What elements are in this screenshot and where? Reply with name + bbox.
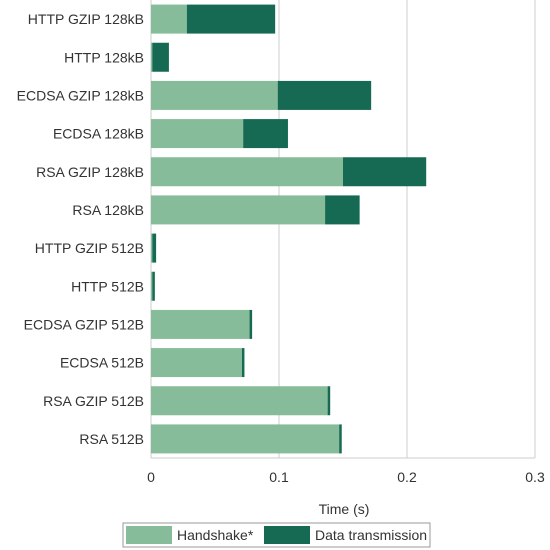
category-label: HTTP 128kB bbox=[64, 49, 144, 65]
legend-label: Data transmission bbox=[315, 527, 427, 543]
bar-handshake bbox=[151, 348, 242, 378]
bar-handshake bbox=[151, 386, 328, 416]
bar-handshake bbox=[151, 157, 343, 187]
bar-handshake bbox=[151, 119, 244, 149]
category-labels: HTTP GZIP 128kB HTTP 128kB ECDSA GZIP 128k… bbox=[17, 11, 144, 447]
x-tick-labels: 0 0.1 0.2 0.3 bbox=[147, 469, 545, 485]
bar-data-transmission bbox=[243, 119, 288, 149]
grid-lines bbox=[150, 0, 536, 459]
legend-swatch-handshake bbox=[126, 526, 172, 544]
bar-data-transmission bbox=[186, 4, 276, 34]
bar-handshake bbox=[151, 42, 153, 72]
category-label: ECDSA 128kB bbox=[53, 126, 144, 142]
x-tick-label: 0.1 bbox=[269, 469, 289, 485]
bars bbox=[151, 4, 427, 454]
x-axis-title: Time (s) bbox=[319, 501, 370, 517]
x-tick-label: 0.2 bbox=[397, 469, 417, 485]
bar-handshake bbox=[151, 309, 250, 339]
category-label: ECDSA 512B bbox=[60, 355, 144, 371]
category-label: HTTP 512B bbox=[71, 278, 144, 294]
bar-handshake bbox=[151, 80, 278, 110]
x-tick-label: 0 bbox=[147, 469, 155, 485]
bar-data-transmission bbox=[152, 271, 155, 301]
category-label: RSA 512B bbox=[79, 431, 144, 447]
legend-swatch-data-transmission bbox=[264, 526, 310, 544]
category-label: ECDSA GZIP 512B bbox=[24, 316, 144, 332]
category-label: ECDSA GZIP 128kB bbox=[17, 87, 144, 103]
bar-handshake bbox=[151, 4, 187, 34]
bar-handshake bbox=[151, 271, 153, 301]
x-tick-label: 0.3 bbox=[525, 469, 545, 485]
category-label: HTTP GZIP 512B bbox=[35, 240, 144, 256]
category-label: RSA 128kB bbox=[72, 202, 144, 218]
legend-label: Handshake* bbox=[177, 527, 254, 543]
bar-data-transmission bbox=[343, 157, 427, 187]
bar-data-transmission bbox=[241, 348, 245, 378]
bar-data-transmission bbox=[277, 80, 372, 110]
bar-handshake bbox=[151, 195, 326, 225]
legend: Handshake* Data transmission bbox=[122, 522, 431, 548]
bar-data-transmission bbox=[325, 195, 360, 225]
bar-handshake bbox=[151, 233, 153, 263]
category-label: RSA GZIP 128kB bbox=[36, 164, 144, 180]
bar-data-transmission bbox=[152, 42, 169, 72]
category-label: RSA GZIP 512B bbox=[43, 393, 144, 409]
category-label: HTTP GZIP 128kB bbox=[28, 11, 144, 27]
bar-data-transmission bbox=[152, 233, 157, 263]
bar-data-transmission bbox=[249, 309, 253, 339]
bar-data-transmission bbox=[339, 424, 342, 454]
bar-handshake bbox=[151, 424, 340, 454]
bar-data-transmission bbox=[327, 386, 331, 416]
